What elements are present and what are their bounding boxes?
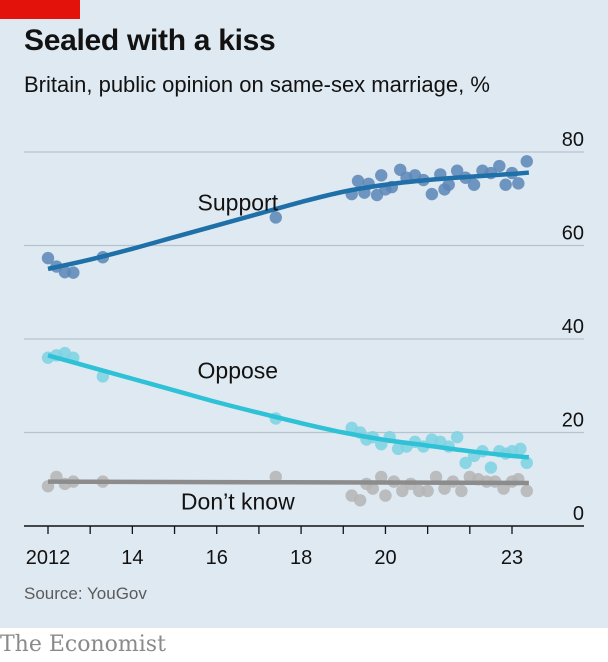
don-t-know-point-10: [375, 470, 388, 484]
support-point-18: [425, 187, 439, 201]
support-point-30: [512, 177, 525, 190]
support-point-22: [450, 164, 464, 177]
don-t-know-point-16: [421, 484, 434, 498]
don-t-know-point-18: [438, 482, 451, 495]
oppose-point-28: [520, 456, 533, 470]
y-tick-label-0: 0: [573, 503, 584, 525]
don-t-know-point-11: [379, 489, 392, 502]
support-point-7: [351, 174, 365, 188]
chart-plot: 0 20 40 60 80 2012 14 16 18 20 23 Support Oppose Don’…: [24, 129, 584, 569]
y-tick-label-20: 20: [562, 410, 584, 432]
don-t-know-point-20: [455, 484, 468, 498]
publisher-logo-text: The Economist: [0, 632, 166, 657]
support-point-5: [269, 211, 282, 224]
chart-subtitle: Britain, public opinion on same-sex marr…: [24, 72, 490, 97]
x-tick-label-2012: 2012: [26, 547, 71, 569]
support-point-31: [520, 155, 533, 168]
x-tick-label-16: 16: [206, 547, 228, 569]
don-t-know-point-13: [396, 484, 409, 498]
support-point-11: [375, 169, 388, 182]
don-t-know-series-label: Don’t know: [181, 489, 295, 515]
support-point-0: [41, 251, 55, 265]
x-tick-label-20: 20: [374, 547, 396, 569]
y-tick-label-40: 40: [562, 316, 584, 338]
y-tick-label-60: 60: [562, 223, 584, 245]
support-point-3: [67, 266, 80, 279]
don-t-know-point-9: [366, 482, 379, 495]
don-t-know-point-28: [520, 484, 533, 498]
don-t-know-point-17: [429, 470, 443, 484]
x-tick-label-14: 14: [121, 547, 143, 569]
support-trend-line: [47, 170, 530, 272]
support-point-21: [442, 178, 455, 191]
oppose-point-23: [484, 461, 498, 474]
x-tick-label-18: 18: [290, 547, 312, 569]
support-series-label: Support: [198, 189, 279, 215]
source-note: Source: YouGov: [24, 584, 147, 603]
don-t-know-trend-line: [47, 479, 529, 486]
oppose-trend-line: [47, 353, 530, 460]
x-tick-label-23: 23: [501, 547, 523, 569]
don-t-know-point-7: [353, 494, 367, 507]
oppose-point-19: [450, 430, 464, 444]
chart-background: [0, 0, 608, 628]
support-point-27: [493, 159, 506, 173]
oppose-point-27: [514, 442, 527, 456]
y-tick-label-80: 80: [562, 129, 584, 151]
support-point-24: [467, 178, 481, 191]
oppose-point-20: [459, 456, 472, 470]
don-t-know-point-25: [497, 482, 510, 495]
support-point-28: [499, 178, 512, 191]
brand-red-bar: [0, 0, 80, 19]
chart-title: Sealed with a kiss: [24, 24, 276, 57]
oppose-series-label: Oppose: [198, 358, 279, 384]
